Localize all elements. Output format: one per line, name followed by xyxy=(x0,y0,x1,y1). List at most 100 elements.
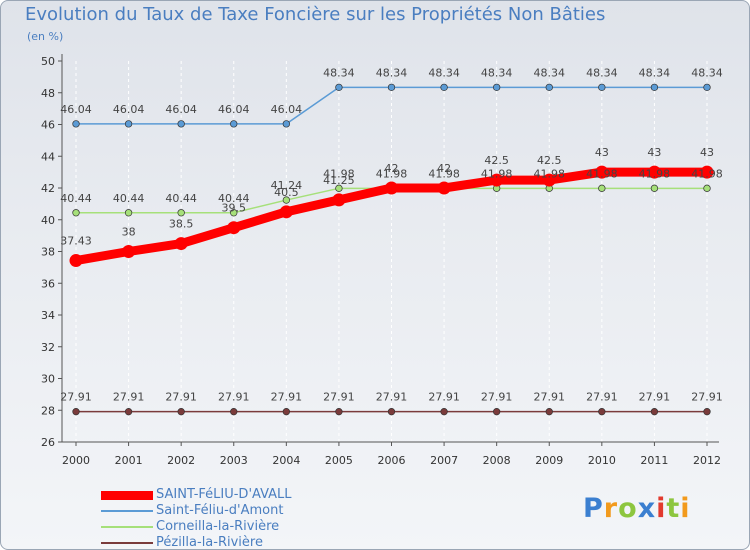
data-label-pezilla-la-riviere-2000: 27.91 xyxy=(60,391,92,404)
proxiti-logo: Proxiti xyxy=(583,493,691,524)
x-tick-label-2012: 2012 xyxy=(693,454,721,467)
y-tick-label-42: 42 xyxy=(41,182,55,195)
data-label-corneilla-la-riviere-2000: 40.44 xyxy=(60,192,92,205)
data-label-saint-feliu-d-avall-2001: 38 xyxy=(122,226,136,239)
legend-label-saint-feliu-d-avall: SAINT-FéLIU-D'AVALL xyxy=(156,487,292,502)
data-label-pezilla-la-riviere-2012: 27.91 xyxy=(691,391,723,404)
data-label-saint-feliu-d-avall-2002: 38.5 xyxy=(169,218,194,231)
data-label-saint-feliu-d-avall-2006: 42 xyxy=(385,162,399,175)
data-point-pezilla-la-riviere-2001 xyxy=(124,408,133,416)
data-point-saint-feliu-d-avall-2003 xyxy=(227,221,241,235)
y-tick-label-38: 38 xyxy=(41,246,55,259)
x-tick-label-2004: 2004 xyxy=(272,454,300,467)
y-tick-label-50: 50 xyxy=(41,55,55,68)
data-label-corneilla-la-riviere-2005: 41.98 xyxy=(323,167,355,180)
data-point-pezilla-la-riviere-2004 xyxy=(282,408,290,416)
data-label-saint-feliu-d-amont-2010: 48.34 xyxy=(586,66,618,79)
logo-letter: o xyxy=(618,493,638,524)
data-label-saint-feliu-d-avall-2011: 43 xyxy=(647,146,661,159)
data-label-corneilla-la-riviere-2006: 41.98 xyxy=(376,167,408,180)
data-point-saint-feliu-d-amont-2007 xyxy=(440,83,448,92)
data-point-saint-feliu-d-avall-2010 xyxy=(595,165,609,179)
legend-label-saint-feliu-d-amont: Saint-Féliu-d'Amont xyxy=(156,503,284,518)
data-label-corneilla-la-riviere-2012: 41.98 xyxy=(691,167,723,180)
data-point-pezilla-la-riviere-2007 xyxy=(440,408,448,416)
data-label-saint-feliu-d-avall-2009: 42.5 xyxy=(537,154,562,167)
x-tick-label-2001: 2001 xyxy=(115,454,143,467)
data-label-saint-feliu-d-avall-2004: 40.5 xyxy=(274,186,299,199)
legend-swatch-saint-feliu-d-avall xyxy=(101,490,153,500)
data-point-saint-feliu-d-avall-2004 xyxy=(279,205,293,219)
data-point-saint-feliu-d-amont-2011 xyxy=(650,83,659,92)
data-label-pezilla-la-riviere-2011: 27.91 xyxy=(639,391,671,404)
data-label-corneilla-la-riviere-2001: 40.44 xyxy=(113,192,145,205)
legend: SAINT-FéLIU-D'AVALL Saint-Féliu-d'Amont … xyxy=(101,487,361,549)
data-point-saint-feliu-d-avall-2009 xyxy=(542,173,556,187)
data-point-saint-feliu-d-amont-2005 xyxy=(335,83,343,92)
x-tick-label-2003: 2003 xyxy=(220,454,248,467)
data-point-pezilla-la-riviere-2011 xyxy=(650,408,659,416)
data-label-saint-feliu-d-avall-2010: 43 xyxy=(595,146,609,159)
data-label-pezilla-la-riviere-2002: 27.91 xyxy=(165,391,197,404)
logo-letter: i xyxy=(680,493,691,524)
data-label-corneilla-la-riviere-2007: 41.98 xyxy=(428,167,460,180)
data-point-saint-feliu-d-amont-2012 xyxy=(703,83,711,92)
chart-subtitle: (en %) xyxy=(27,30,64,43)
x-tick-label-2007: 2007 xyxy=(430,454,458,467)
legend-item-saint-feliu-d-avall: SAINT-FéLIU-D'AVALL xyxy=(101,487,361,503)
data-point-pezilla-la-riviere-2008 xyxy=(493,408,501,416)
data-point-saint-feliu-d-amont-2002 xyxy=(177,120,185,128)
data-point-saint-feliu-d-amont-2001 xyxy=(124,120,133,128)
data-point-corneilla-la-riviere-2002 xyxy=(177,209,185,217)
data-point-pezilla-la-riviere-2002 xyxy=(177,408,185,416)
data-point-corneilla-la-riviere-2004 xyxy=(282,196,290,204)
data-label-saint-feliu-d-amont-2011: 48.34 xyxy=(639,66,671,79)
data-label-pezilla-la-riviere-2009: 27.91 xyxy=(534,391,566,404)
x-tick-label-2006: 2006 xyxy=(378,454,406,467)
data-point-corneilla-la-riviere-2001 xyxy=(124,209,133,217)
logo-letter: P xyxy=(583,493,604,524)
data-point-saint-feliu-d-amont-2000 xyxy=(72,120,80,128)
data-point-saint-feliu-d-amont-2008 xyxy=(493,83,501,92)
y-tick-label-36: 36 xyxy=(41,277,55,290)
data-point-saint-feliu-d-avall-2011 xyxy=(647,165,661,179)
logo-letter: t xyxy=(666,493,681,524)
logo-letter: i xyxy=(656,493,667,524)
data-point-pezilla-la-riviere-2009 xyxy=(545,408,553,416)
data-label-corneilla-la-riviere-2010: 41.98 xyxy=(586,167,618,180)
data-point-corneilla-la-riviere-2012 xyxy=(703,184,711,192)
data-point-pezilla-la-riviere-2005 xyxy=(335,408,343,416)
data-point-corneilla-la-riviere-2003 xyxy=(230,209,238,217)
y-tick-label-34: 34 xyxy=(41,309,55,322)
y-tick-label-46: 46 xyxy=(41,119,55,132)
data-point-saint-feliu-d-amont-2009 xyxy=(545,83,553,92)
legend-item-saint-feliu-d-amont: Saint-Féliu-d'Amont xyxy=(101,503,361,519)
data-label-saint-feliu-d-avall-2008: 42.5 xyxy=(484,154,509,167)
data-label-saint-feliu-d-avall-2003: 39.5 xyxy=(222,202,247,215)
legend-item-pezilla-la-riviere: Pézilla-la-Rivière xyxy=(101,535,361,549)
data-point-saint-feliu-d-avall-2001 xyxy=(122,245,136,258)
data-label-saint-feliu-d-avall-2000: 37.43 xyxy=(60,235,92,248)
data-point-pezilla-la-riviere-2006 xyxy=(387,408,396,416)
y-tick-label-28: 28 xyxy=(41,404,55,417)
x-tick-label-2000: 2000 xyxy=(62,454,90,467)
data-point-saint-feliu-d-avall-2012 xyxy=(700,165,714,179)
data-label-saint-feliu-d-amont-2001: 46.04 xyxy=(113,103,145,116)
data-label-pezilla-la-riviere-2010: 27.91 xyxy=(586,391,618,404)
data-label-pezilla-la-riviere-2006: 27.91 xyxy=(376,391,408,404)
x-tick-label-2011: 2011 xyxy=(640,454,668,467)
data-point-pezilla-la-riviere-2012 xyxy=(703,408,711,416)
x-tick-label-2002: 2002 xyxy=(167,454,195,467)
data-point-pezilla-la-riviere-2003 xyxy=(230,408,238,416)
data-label-saint-feliu-d-amont-2004: 46.04 xyxy=(271,103,303,116)
data-label-saint-feliu-d-avall-2007: 42 xyxy=(437,162,451,175)
data-label-pezilla-la-riviere-2005: 27.91 xyxy=(323,391,355,404)
x-tick-label-2008: 2008 xyxy=(483,454,511,467)
data-point-saint-feliu-d-avall-2007 xyxy=(437,181,451,195)
data-point-saint-feliu-d-avall-2005 xyxy=(332,193,346,207)
data-label-saint-feliu-d-amont-2007: 48.34 xyxy=(428,66,460,79)
data-point-corneilla-la-riviere-2011 xyxy=(650,184,659,192)
data-point-pezilla-la-riviere-2000 xyxy=(72,408,80,416)
